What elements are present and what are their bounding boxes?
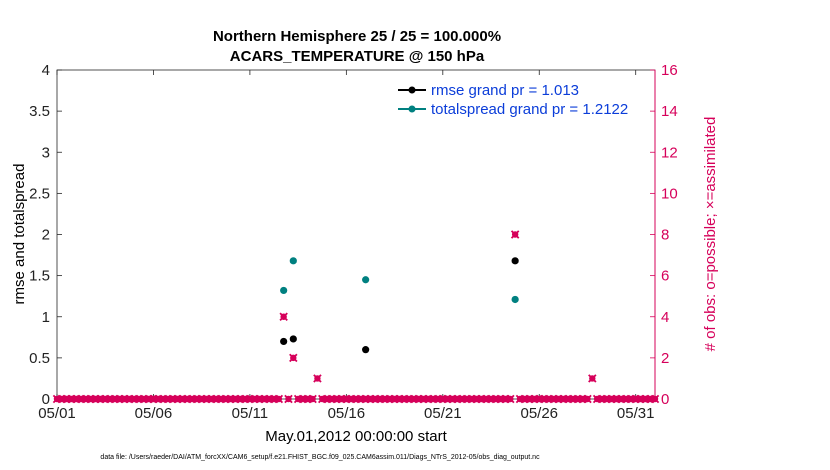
x-tick-label: 05/21: [424, 405, 462, 422]
cross-stroke: [506, 394, 515, 404]
rmse-point: [280, 337, 288, 346]
y-left-tick-label: 0.5: [29, 350, 50, 367]
y-left-tick-label: 3.5: [29, 103, 50, 120]
cross-stroke: [279, 312, 288, 321]
obs-assimilated-point: [289, 353, 298, 363]
cross-stroke: [583, 394, 592, 404]
obs-assimilated-point: [274, 394, 284, 404]
chart-title: Northern Hemisphere 25 / 25 = 100.000%: [213, 28, 501, 45]
y-right-tick-label: 16: [661, 62, 678, 79]
obs-assimilated-point: [650, 394, 660, 404]
obs-assimilated-point: [510, 230, 520, 239]
rmse-point: [289, 335, 297, 343]
totalspread-point: [280, 286, 288, 295]
x-tick-labels: 05/01 05/06 05/11 05/16 05/21 05/26 05/31: [38, 405, 654, 422]
y-right-tick-label: 2: [661, 350, 669, 367]
rmse-point: [362, 346, 370, 354]
x-tick-label: 05/01: [38, 405, 76, 422]
tick-marks: [56, 69, 656, 400]
y-left-tick-label: 2.5: [29, 185, 50, 202]
legend-totalspread-marker: [408, 105, 416, 113]
legend-rmse-label: rmse grand pr = 1.013: [431, 82, 579, 99]
y-left-tick-labels: 0 0.5 1 1.5 2 2.5 3 3.5 4: [29, 62, 50, 408]
obs-assimilated-point: [506, 394, 515, 404]
cross-stroke: [284, 394, 293, 404]
chart-subtitle: ACARS_TEMPERATURE @ 150 hPa: [230, 48, 485, 65]
cross-stroke: [308, 394, 317, 404]
y-left-tick-label: 2: [42, 227, 50, 244]
y-right-tick-label: 10: [661, 185, 678, 202]
y-left-tick-label: 0: [42, 391, 50, 408]
data-file-footer: data file: /Users/raeder/DAI/ATM_forcXX/…: [100, 454, 540, 461]
totalspread-point: [362, 276, 370, 284]
totalspread-point: [511, 295, 519, 304]
cross-stroke: [650, 394, 660, 404]
x-tick-label: 05/16: [328, 405, 366, 422]
plot-area-frame: [56, 69, 656, 400]
y-right-axis-label: # of obs: o=possible; ×=assimilated: [702, 117, 719, 352]
cross-stroke: [289, 353, 298, 363]
y-left-tick-label: 4: [42, 62, 50, 79]
obs-assimilated-point: [313, 374, 322, 383]
data-markers: [52, 230, 660, 404]
y-left-axis-label: rmse and totalspread: [11, 164, 28, 305]
rmse-point: [511, 257, 519, 265]
y-left-tick-label: 1: [42, 309, 50, 326]
y-right-tick-label: 12: [661, 144, 678, 161]
cross-stroke: [274, 394, 284, 404]
legend: rmse grand pr = 1.013 totalspread grand …: [398, 82, 628, 118]
x-axis-label: May.01,2012 00:00:00 start: [265, 428, 447, 445]
y-right-tick-labels: 0 2 4 6 8 10 12 14 16: [661, 62, 678, 408]
legend-totalspread-label: totalspread grand pr = 1.2122: [431, 101, 628, 118]
y-right-tick-label: 14: [661, 103, 678, 120]
x-tick-label: 05/06: [135, 405, 173, 422]
y-left-tick-label: 1.5: [29, 268, 50, 285]
cross-stroke: [588, 374, 597, 383]
y-right-tick-label: 4: [661, 309, 669, 326]
obs-assimilated-point: [588, 374, 597, 383]
x-tick-label: 05/11: [232, 405, 268, 422]
y-right-tick-label: 8: [661, 227, 669, 244]
cross-stroke: [313, 374, 322, 383]
y-left-tick-label: 3: [42, 144, 50, 161]
obs-assimilated-point: [279, 312, 288, 321]
obs-assimilated-point: [308, 394, 317, 404]
obs-assimilated-point: [583, 394, 592, 404]
totalspread-point: [289, 257, 297, 265]
y-right-tick-label: 0: [661, 391, 669, 408]
cross-stroke: [510, 230, 520, 239]
obs-assimilated-point: [284, 394, 293, 404]
x-tick-label: 05/31: [617, 405, 655, 422]
y-right-tick-label: 6: [661, 268, 669, 285]
x-tick-label: 05/26: [520, 405, 558, 422]
legend-rmse-marker: [408, 86, 416, 94]
